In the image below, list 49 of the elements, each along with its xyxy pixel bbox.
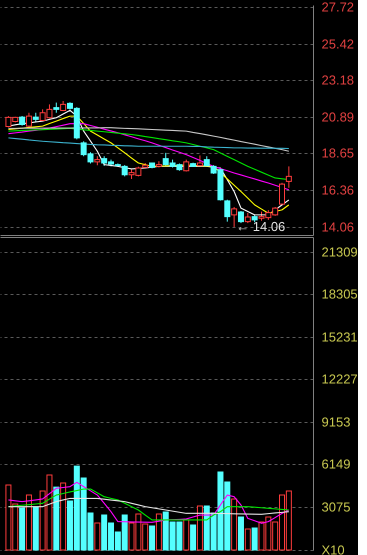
candlestick	[244, 212, 251, 224]
y-tick-label: 3075	[322, 499, 350, 514]
candlestick	[231, 206, 238, 228]
y-tick-label: 18305	[322, 286, 358, 302]
bar	[32, 506, 39, 550]
y-tick-label: 9153	[322, 414, 350, 430]
y-tick-label: 20.89	[322, 109, 354, 124]
bar	[26, 494, 32, 550]
line-series	[8, 482, 290, 524]
candlestick	[224, 199, 230, 222]
bar	[238, 516, 244, 550]
candlestick	[53, 102, 60, 114]
bar	[190, 524, 196, 550]
y-tick-label: 25.42	[322, 36, 354, 52]
line-series	[8, 127, 290, 152]
bar	[183, 519, 190, 550]
candlestick	[26, 112, 32, 128]
y-tick-label: 12227	[322, 371, 358, 386]
line-series	[8, 123, 290, 190]
bar	[252, 528, 258, 550]
bar	[53, 486, 60, 550]
bar	[94, 522, 100, 550]
candlestick	[183, 159, 190, 172]
candlestick	[238, 210, 244, 224]
bar	[19, 508, 26, 550]
bar	[60, 482, 66, 550]
y-tick-label: 27.72	[322, 0, 354, 14]
candlestick	[286, 166, 292, 188]
y-tick-label: 15231	[322, 329, 358, 344]
y-tick-label: 16.36	[322, 182, 354, 198]
bar	[196, 505, 203, 550]
y-tick-label: X10	[322, 542, 345, 555]
y-tick-label: 21309	[322, 244, 358, 260]
candlestick	[122, 164, 128, 177]
bar	[156, 514, 162, 550]
annotation: ← 14.06	[236, 218, 286, 234]
bar	[231, 498, 238, 550]
candlestick	[19, 115, 26, 126]
line-series	[8, 137, 290, 150]
bar	[244, 528, 251, 550]
y-tick-label: 6149	[322, 456, 350, 472]
candlestick	[32, 112, 39, 122]
y-tick-label: 23.18	[322, 72, 354, 88]
y-tick-label: 14.06	[322, 219, 354, 234]
candlestick	[279, 182, 286, 206]
y-tick-label: 18.65	[322, 146, 354, 161]
candlestick	[94, 156, 100, 166]
bar	[149, 525, 156, 550]
line-series	[8, 498, 290, 515]
